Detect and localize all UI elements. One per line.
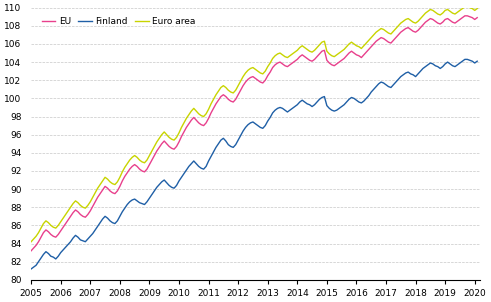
Euro area <box>314 46 320 50</box>
Line: Euro area: Euro area <box>31 7 477 242</box>
EU <box>314 55 320 59</box>
EU <box>252 77 258 80</box>
Finland <box>230 146 236 149</box>
Euro area <box>252 68 258 71</box>
EU <box>28 249 34 252</box>
EU <box>230 100 236 104</box>
EU <box>250 75 256 79</box>
Euro area <box>462 5 468 8</box>
Finland <box>208 155 214 158</box>
Finland <box>462 58 468 61</box>
Finland <box>28 267 34 271</box>
EU <box>462 14 468 18</box>
Finland <box>474 59 480 63</box>
Line: Finland: Finland <box>31 59 477 269</box>
EU <box>176 140 182 144</box>
EU <box>474 16 480 19</box>
Euro area <box>230 91 236 95</box>
Finland <box>314 100 320 104</box>
Finland <box>252 122 258 126</box>
EU <box>208 111 214 115</box>
Finland <box>250 120 256 124</box>
Line: EU: EU <box>31 16 477 251</box>
Euro area <box>28 240 34 243</box>
Euro area <box>250 66 256 69</box>
Finland <box>176 179 182 183</box>
Euro area <box>208 102 214 106</box>
Euro area <box>176 131 182 135</box>
Euro area <box>474 7 480 10</box>
Legend: EU, Finland, Euro area: EU, Finland, Euro area <box>40 15 198 27</box>
